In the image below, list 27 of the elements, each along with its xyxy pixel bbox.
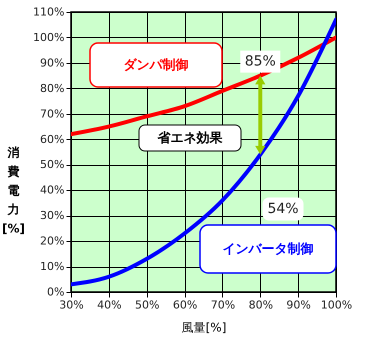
x-tick-label: 50% bbox=[134, 298, 160, 312]
annotation: 54% bbox=[267, 201, 299, 217]
x-tick-label: 60% bbox=[172, 298, 198, 312]
x-tick-label: 100% bbox=[320, 298, 352, 312]
y-tick-label: 50% bbox=[40, 158, 64, 172]
y-tick-label: 70% bbox=[40, 107, 64, 120]
y-tick-label: 60% bbox=[40, 132, 64, 146]
x-tick-label: 90% bbox=[286, 298, 311, 312]
x-tick-label: 40% bbox=[97, 298, 122, 312]
annotation: 省エネ効果 bbox=[156, 130, 224, 146]
y-axis-title: 消費電力[%] bbox=[2, 146, 25, 236]
x-tick-label: 80% bbox=[248, 298, 274, 312]
text: インバータ制御 bbox=[222, 242, 314, 257]
y-tick-label: 40% bbox=[40, 184, 64, 197]
y-tick-label: 90% bbox=[40, 56, 64, 70]
x-tick-label: 70% bbox=[210, 298, 236, 312]
y-tick-label: 20% bbox=[40, 234, 64, 248]
y-tick-label: 80% bbox=[40, 82, 64, 95]
text: ダンパ制御 bbox=[124, 58, 188, 73]
annotation: 85% bbox=[244, 54, 276, 70]
x-tick-label: 30% bbox=[59, 298, 84, 312]
y-tick-label: 110% bbox=[33, 6, 64, 18]
y-tick-label: 0% bbox=[47, 286, 64, 298]
y-tick-label: 10% bbox=[40, 260, 64, 274]
y-tick-label: 100% bbox=[33, 30, 64, 44]
x-axis-title: 風量[%] bbox=[182, 320, 226, 334]
y-tick-label: 30% bbox=[40, 209, 64, 222]
